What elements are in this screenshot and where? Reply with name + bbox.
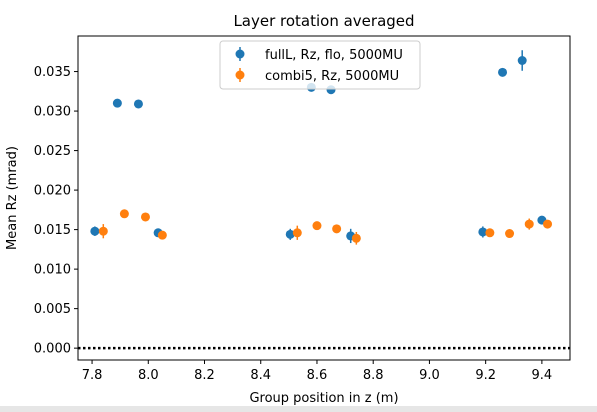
- x-tick-label-4: 8.6: [307, 368, 328, 383]
- y-tick-label-2: 0.010: [34, 263, 71, 278]
- legend-label-1: combi5, Rz, 5000MU: [265, 69, 399, 84]
- y-tick-label-4: 0.020: [34, 184, 71, 199]
- plot-frame: [77, 35, 571, 361]
- x-tick-label-0: 7.8: [82, 368, 103, 383]
- legend: fullL, Rz, flo, 5000MU combi5, Rz, 5000M…: [219, 40, 421, 90]
- legend-marker-1: [235, 70, 245, 80]
- y-tick-label-1: 0.005: [34, 302, 71, 317]
- point-0-9: [498, 67, 508, 77]
- y-axis-label: Mean Rz (mrad): [5, 146, 20, 250]
- y-tick-label-5: 0.025: [34, 144, 71, 159]
- point-1-10: [524, 219, 534, 229]
- y-tick-label-0: 0.000: [34, 342, 71, 357]
- plot-area: [78, 50, 570, 350]
- point-1-3: [157, 230, 167, 240]
- point-1-6: [332, 224, 342, 234]
- legend-entry-0: fullL, Rz, flo, 5000MU: [235, 47, 403, 63]
- x-tick-label-2: 8.2: [194, 368, 215, 383]
- point-0-1: [112, 98, 122, 108]
- x-tick-label-5: 8.8: [363, 368, 384, 383]
- series-0: [90, 50, 547, 244]
- point-1-8: [485, 228, 495, 238]
- x-tick-label-7: 9.2: [475, 368, 496, 383]
- legend-box: [219, 40, 421, 90]
- point-0-10: [517, 55, 527, 65]
- point-0-2: [133, 99, 143, 109]
- point-1-0: [98, 226, 108, 236]
- point-1-2: [140, 212, 150, 222]
- point-1-5: [312, 221, 322, 231]
- y-tick-label-7: 0.035: [34, 65, 71, 80]
- point-0-0: [90, 226, 100, 236]
- point-0-8: [478, 227, 488, 237]
- x-axis: 7.8 8.0 8.2 8.4 8.6 8.8 9.0 9.2 9.4: [82, 360, 553, 383]
- window-bottom-strip: [0, 406, 597, 412]
- x-tick-label-3: 8.4: [250, 368, 271, 383]
- point-1-11: [543, 219, 553, 229]
- legend-label-0: fullL, Rz, flo, 5000MU: [265, 48, 403, 63]
- x-tick-label-6: 9.0: [419, 368, 440, 383]
- point-1-1: [119, 209, 129, 219]
- chart-title: Layer rotation averaged: [233, 12, 414, 30]
- x-tick-label-1: 8.0: [138, 368, 159, 383]
- point-1-7: [351, 233, 361, 243]
- y-tick-label-3: 0.015: [34, 223, 71, 238]
- series-1: [98, 209, 553, 245]
- y-axis: 0.000 0.005 0.010 0.015 0.020 0.025 0.030 0.035: [34, 65, 78, 357]
- x-axis-label: Group position in z (m): [249, 391, 398, 406]
- y-tick-label-6: 0.030: [34, 105, 71, 120]
- x-tick-label-8: 9.4: [532, 368, 553, 383]
- point-1-9: [505, 229, 515, 239]
- legend-entry-1: combi5, Rz, 5000MU: [235, 68, 399, 84]
- point-1-4: [292, 228, 302, 238]
- legend-marker-0: [235, 49, 245, 59]
- point-0-4: [285, 229, 295, 239]
